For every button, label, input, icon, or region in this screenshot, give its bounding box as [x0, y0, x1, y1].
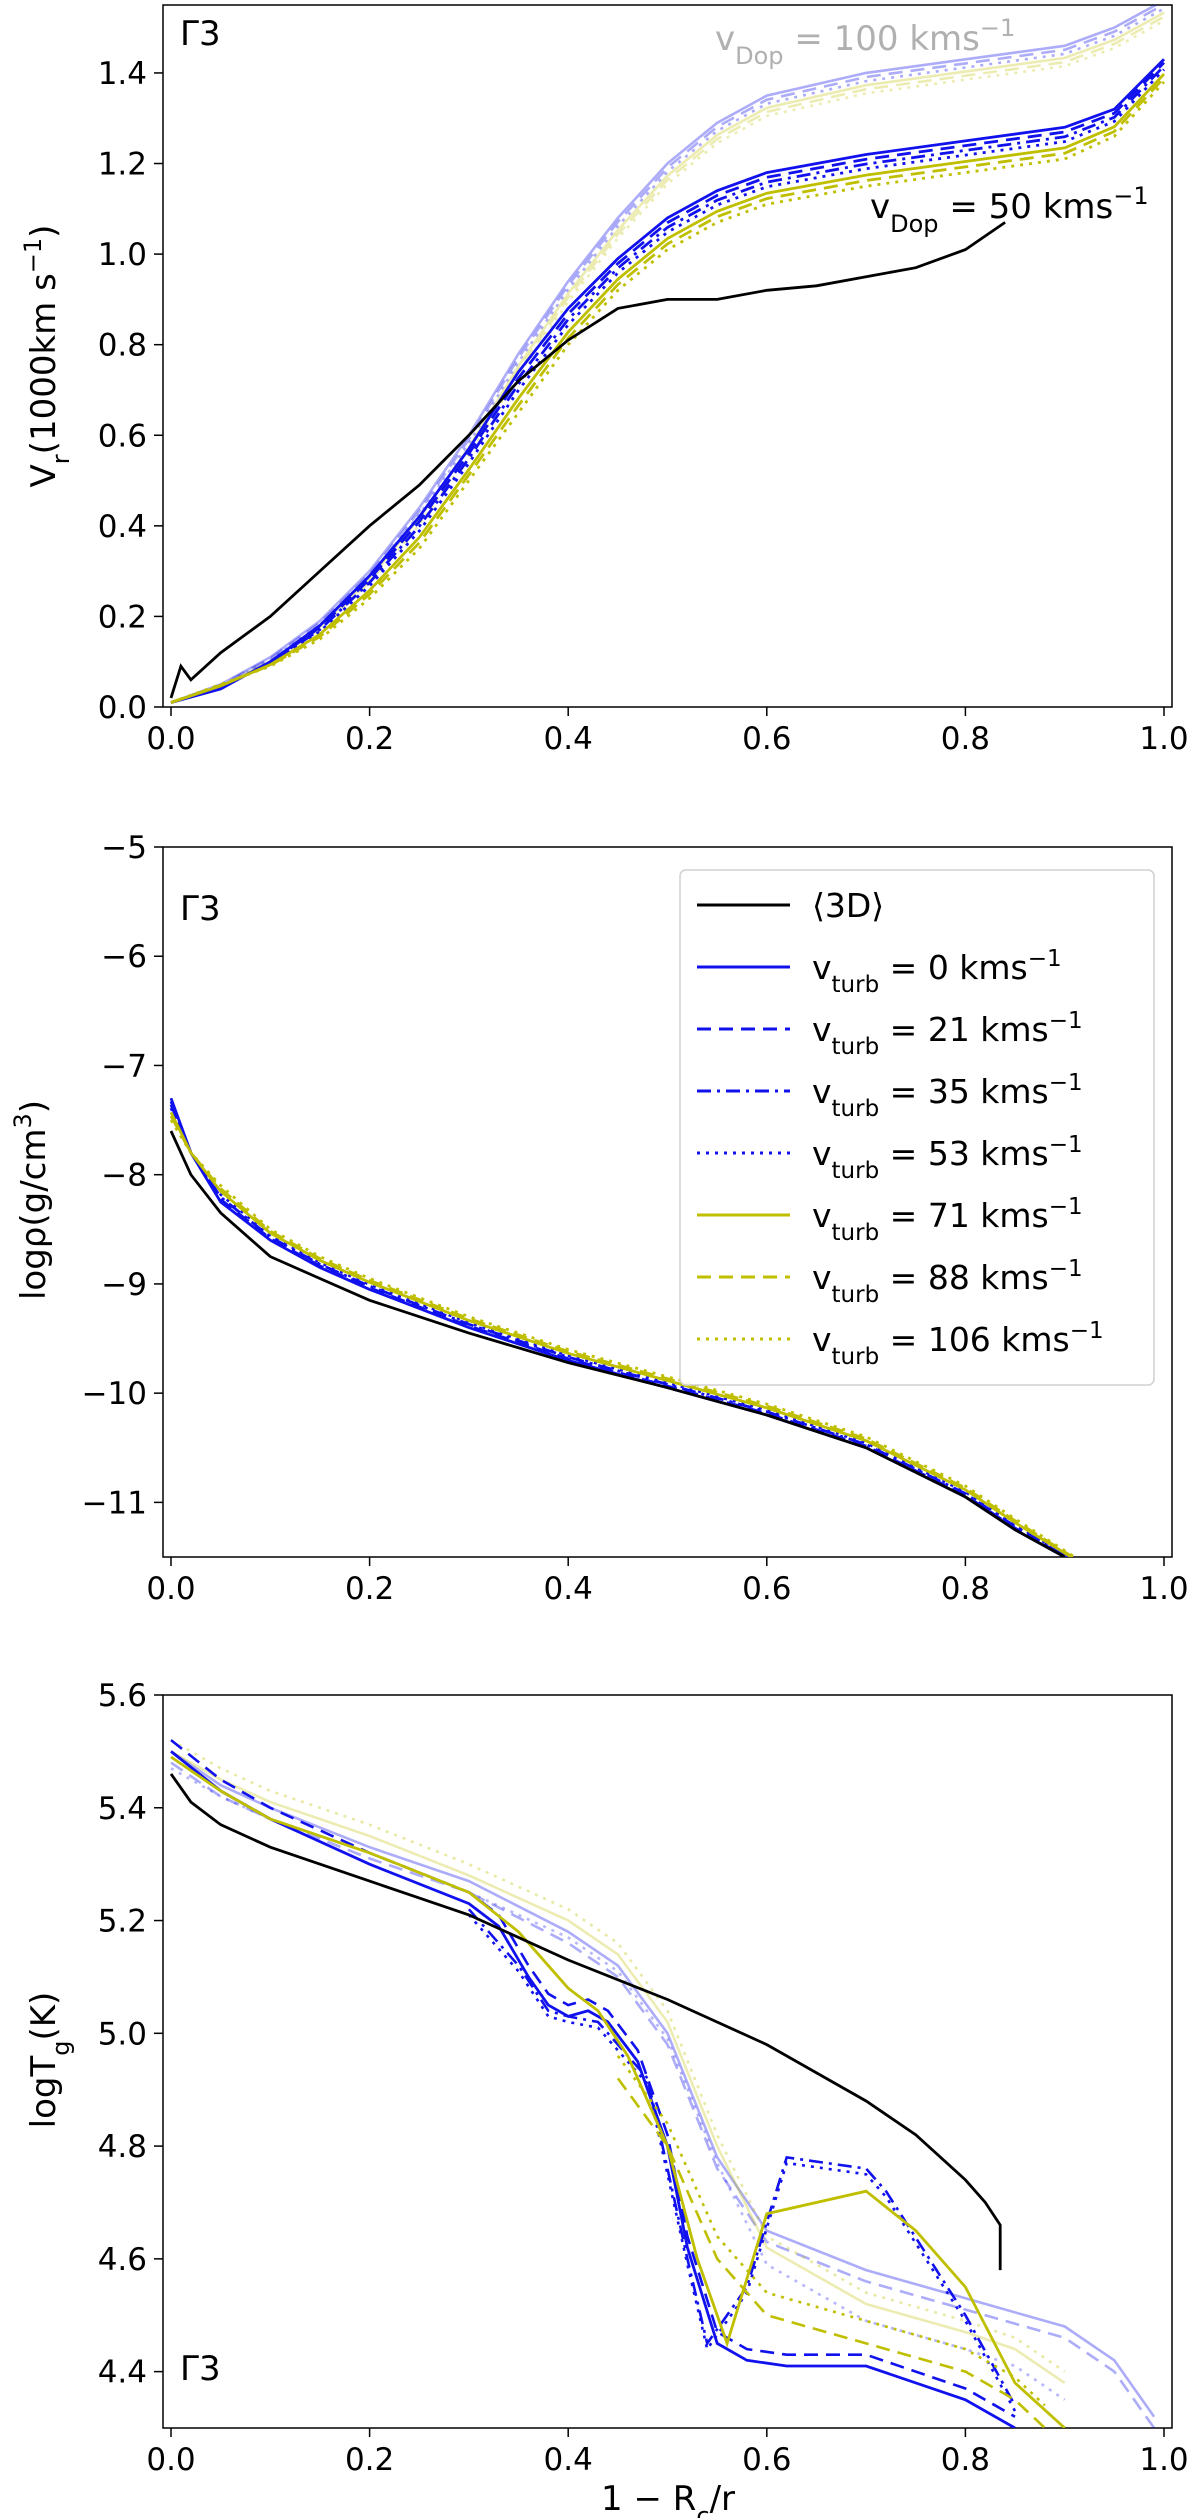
xtick-label: 0.2 — [345, 2442, 394, 2478]
ytick-label: 5.0 — [98, 2016, 147, 2052]
ytick-label: −7 — [101, 1048, 147, 1084]
density-series-line — [169, 1115, 1074, 1557]
xtick-label: 0.2 — [345, 1571, 394, 1607]
ytick-label: 5.4 — [98, 1791, 147, 1827]
panel2-label: Γ3 — [180, 889, 221, 929]
temp-vturb21-line — [170, 1739, 1016, 2418]
xtick-label: 0.8 — [941, 2442, 990, 2478]
ytick-label: −10 — [82, 1376, 147, 1412]
series-3d-line — [169, 221, 1006, 699]
vdop50-series-line — [170, 61, 1165, 704]
ytick-label: 0.2 — [98, 599, 147, 635]
ytick-label: −5 — [101, 830, 147, 866]
xtick-label: 0.0 — [146, 2442, 195, 2478]
temp-vturb53-line — [467, 1914, 1017, 2412]
ytick-label: 1.4 — [98, 56, 147, 92]
xtick-label: 1.0 — [1139, 721, 1188, 757]
ytick-label: −11 — [82, 1485, 147, 1521]
panel3-xlabel: 1 − Rc/r — [601, 2479, 735, 2518]
vdop50-series-line — [170, 73, 1166, 704]
ytick-label: 0.4 — [98, 509, 147, 545]
panel1-frame — [162, 4, 1173, 708]
xtick-label: 0.4 — [544, 721, 593, 757]
ytick-label: 4.4 — [98, 2355, 147, 2391]
density-series-line — [169, 1119, 1076, 1557]
vdop50-series-line — [170, 58, 1165, 704]
temp-faint-line — [170, 1767, 1066, 2401]
ytick-label: 5.2 — [98, 1904, 147, 1940]
xtick-label: 0.8 — [941, 721, 990, 757]
legend-label: ⟨3D⟩ — [812, 886, 884, 925]
panel3-label: Γ3 — [180, 2349, 221, 2389]
temp-faint-line — [170, 1750, 1156, 2418]
temp-faint-line — [170, 1761, 1156, 2428]
vdop-100-annotation: vDop = 100 kms−1 — [715, 14, 1015, 70]
temp-vturb0-line — [170, 1750, 1016, 2428]
ytick-label: 1.2 — [98, 147, 147, 183]
vdop100-series-line — [170, 11, 1165, 704]
xtick-label: 0.6 — [742, 2442, 791, 2478]
panel1-ylabel: Vr(1000km s−1) — [19, 225, 75, 488]
panel2-frame — [162, 846, 1173, 1558]
vdop-50-annotation: vDop = 50 kms−1 — [870, 182, 1149, 238]
panel3-ylabel: logTg(K) — [24, 1992, 75, 2129]
legend-box — [679, 869, 1155, 1386]
vdop100-series-line — [170, 15, 1165, 704]
xtick-label: 0.4 — [544, 2442, 593, 2478]
series-3d-line — [169, 1130, 1066, 1557]
vdop50-series-line — [170, 81, 1166, 704]
ytick-label: 0.0 — [98, 690, 147, 726]
temp-vturb106-line — [616, 2055, 1046, 2407]
xtick-label: 0.0 — [146, 721, 195, 757]
ytick-label: 0.8 — [98, 328, 147, 364]
xtick-label: 0.6 — [742, 1571, 791, 1607]
vdop100-series-line — [170, 5, 1165, 704]
temp-vturb88-line — [616, 2077, 1046, 2428]
temp-vturb35-line — [467, 1908, 1017, 2407]
legend-label: vturb = 71 kms−1 — [812, 1194, 1083, 1246]
ytick-label: −8 — [101, 1158, 147, 1194]
ytick-label: 4.6 — [98, 2242, 147, 2278]
density-series-line — [169, 1111, 1072, 1557]
temp-vturb71-line — [170, 1755, 1066, 2428]
density-series-line — [169, 1100, 1067, 1557]
series-3d-line — [169, 1773, 1002, 2271]
xtick-label: 0.2 — [345, 721, 394, 757]
vdop100-series-line — [170, 7, 1165, 704]
vdop50-series-line — [170, 76, 1166, 704]
vdop50-series-line — [170, 65, 1166, 704]
ytick-label: −9 — [101, 1267, 147, 1303]
xtick-label: 0.4 — [544, 1571, 593, 1607]
ytick-label: 1.0 — [98, 237, 147, 273]
xtick-label: 0.6 — [742, 721, 791, 757]
xtick-label: 1.0 — [1139, 1571, 1188, 1607]
ytick-label: 5.6 — [98, 1678, 147, 1714]
density-series-line — [169, 1104, 1069, 1557]
ytick-label: 0.6 — [98, 418, 147, 454]
ytick-label: −6 — [101, 939, 147, 975]
panel3-plot: 0.0 0.2 0.4 0.6 0.8 1.0 5.6 5.4 5.2 5.0 4.8 4.6 4.4 — [98, 1678, 1189, 2478]
vdop100-series-line — [170, 5, 1159, 704]
vdop100-series-line — [170, 19, 1165, 704]
xtick-label: 0.0 — [146, 1571, 195, 1607]
panel1-label: Γ3 — [180, 14, 221, 54]
xtick-label: 0.8 — [941, 1571, 990, 1607]
legend-label: vturb = 53 kms−1 — [812, 1132, 1083, 1184]
ytick-label: 4.8 — [98, 2129, 147, 2165]
panel2-plot: 0.0 0.2 0.4 0.6 0.8 1.0 −5 −6 −7 −8 −9 −10 −11 — [82, 830, 1189, 1607]
density-series-line — [169, 1107, 1070, 1557]
panel3-frame — [162, 1694, 1173, 2429]
panel1-plot: 0.0 0.2 0.4 0.6 0.8 1.0 0.0 0.2 0.4 0.6 0.8 1.0 1.2 1… — [98, 5, 1189, 757]
panel2-ylabel: logρ(g/cm3) — [9, 1100, 54, 1300]
xtick-label: 1.0 — [1139, 2442, 1188, 2478]
